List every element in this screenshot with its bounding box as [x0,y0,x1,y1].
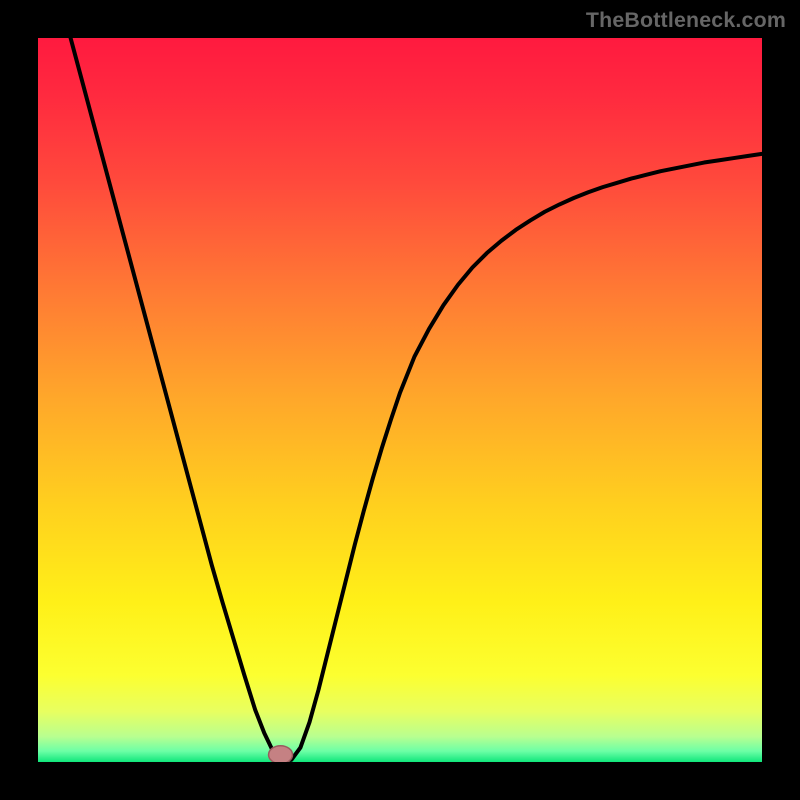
plot-area-svg [38,38,762,762]
attribution-text: TheBottleneck.com [586,8,786,33]
optimum-marker [269,746,293,762]
chart-frame: TheBottleneck.com [0,0,800,800]
gradient-background [38,38,762,762]
